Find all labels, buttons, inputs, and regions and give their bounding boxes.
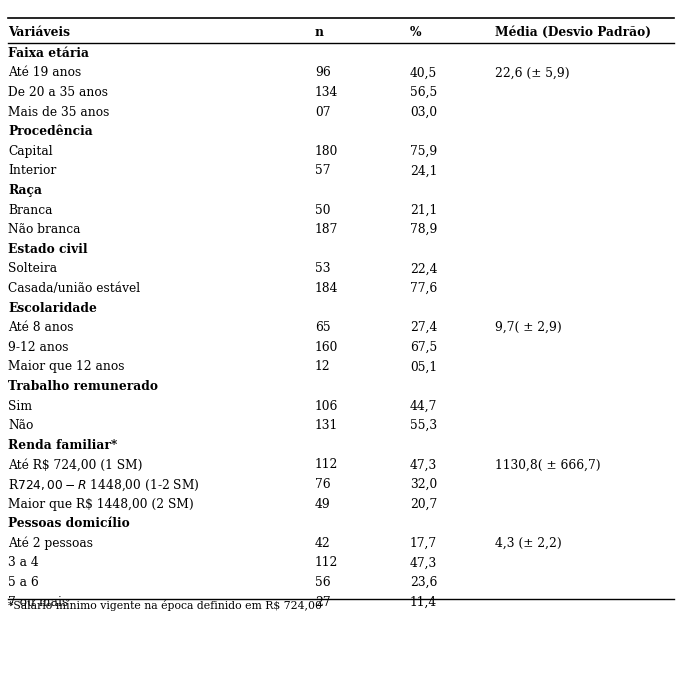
Text: Até R$ 724,00 (1 SM): Até R$ 724,00 (1 SM) [8,458,143,471]
Text: Maior que 12 anos: Maior que 12 anos [8,361,125,374]
Text: 112: 112 [315,557,338,570]
Text: 03,0: 03,0 [410,105,437,118]
Text: 05,1: 05,1 [410,361,437,374]
Text: 24,1: 24,1 [410,164,437,178]
Text: 07: 07 [315,105,331,118]
Text: 50: 50 [315,204,331,217]
Text: Renda familiar*: Renda familiar* [8,439,117,452]
Text: 75,9: 75,9 [410,144,437,158]
Text: Mais de 35 anos: Mais de 35 anos [8,105,109,118]
Text: 134: 134 [315,86,338,99]
Text: 96: 96 [315,66,331,79]
Text: 1130,8( ± 666,7): 1130,8( ± 666,7) [495,458,601,471]
Text: 112: 112 [315,458,338,471]
Text: 187: 187 [315,223,338,236]
Text: Procedência: Procedência [8,125,93,138]
Text: 17,7: 17,7 [410,537,437,550]
Text: 21,1: 21,1 [410,204,437,217]
Text: 5 a 6: 5 a 6 [8,576,39,589]
Text: 67,5: 67,5 [410,341,437,354]
Text: 56: 56 [315,576,331,589]
Text: Raça: Raça [8,184,42,197]
Text: Pessoas domicílio: Pessoas domicílio [8,517,130,530]
Text: 42: 42 [315,537,331,550]
Text: 9-12 anos: 9-12 anos [8,341,68,354]
Text: 53: 53 [315,262,331,275]
Text: 11,4: 11,4 [410,596,437,609]
Text: 184: 184 [315,282,338,295]
Text: Variáveis: Variáveis [8,26,70,39]
Text: 47,3: 47,3 [410,458,437,471]
Text: Interior: Interior [8,164,56,178]
Text: 4,3 (± 2,2): 4,3 (± 2,2) [495,537,562,550]
Text: Até 19 anos: Até 19 anos [8,66,81,79]
Text: Solteira: Solteira [8,262,57,275]
Text: 77,6: 77,6 [410,282,437,295]
Text: 44,7: 44,7 [410,400,437,413]
Text: Até 2 pessoas: Até 2 pessoas [8,537,93,550]
Text: 40,5: 40,5 [410,66,437,79]
Text: *Salário mínimo vigente na época definido em R$ 724,00: *Salário mínimo vigente na época definid… [8,601,322,612]
Text: 47,3: 47,3 [410,557,437,570]
Text: R$ 724,00- R$ 1448,00 (1-2 SM): R$ 724,00- R$ 1448,00 (1-2 SM) [8,478,200,493]
Text: 22,4: 22,4 [410,262,437,275]
Text: 56,5: 56,5 [410,86,437,99]
Text: Maior que R$ 1448,00 (2 SM): Maior que R$ 1448,00 (2 SM) [8,497,194,510]
Text: Trabalho remunerado: Trabalho remunerado [8,380,158,393]
Text: n: n [315,26,324,39]
Text: 20,7: 20,7 [410,497,437,510]
Text: Branca: Branca [8,204,53,217]
Text: 78,9: 78,9 [410,223,437,236]
Text: 32,0: 32,0 [410,478,437,491]
Text: Sim: Sim [8,400,32,413]
Text: 27,4: 27,4 [410,321,437,334]
Text: 131: 131 [315,419,338,432]
Text: 180: 180 [315,144,338,158]
Text: Casada/união estável: Casada/união estável [8,282,140,295]
Text: 160: 160 [315,341,338,354]
Text: Não: Não [8,419,33,432]
Text: 106: 106 [315,400,338,413]
Text: 65: 65 [315,321,331,334]
Text: %: % [410,26,421,39]
Text: De 20 a 35 anos: De 20 a 35 anos [8,86,108,99]
Text: 27: 27 [315,596,331,609]
Text: 55,3: 55,3 [410,419,437,432]
Text: Capital: Capital [8,144,53,158]
Text: 22,6 (± 5,9): 22,6 (± 5,9) [495,66,569,79]
Text: Não branca: Não branca [8,223,80,236]
Text: 3 a 4: 3 a 4 [8,557,39,570]
Text: 9,7( ± 2,9): 9,7( ± 2,9) [495,321,562,334]
Text: Estado civil: Estado civil [8,243,87,256]
Text: 57: 57 [315,164,331,178]
Text: 12: 12 [315,361,331,374]
Text: 49: 49 [315,497,331,510]
Text: 76: 76 [315,478,331,491]
Text: Escolaridade: Escolaridade [8,301,97,314]
Text: 23,6: 23,6 [410,576,437,589]
Text: Até 8 anos: Até 8 anos [8,321,74,334]
Text: 7 ou mais: 7 ou mais [8,596,68,609]
Text: Média (Desvio Padrão): Média (Desvio Padrão) [495,26,651,39]
Text: Faixa etária: Faixa etária [8,47,89,60]
